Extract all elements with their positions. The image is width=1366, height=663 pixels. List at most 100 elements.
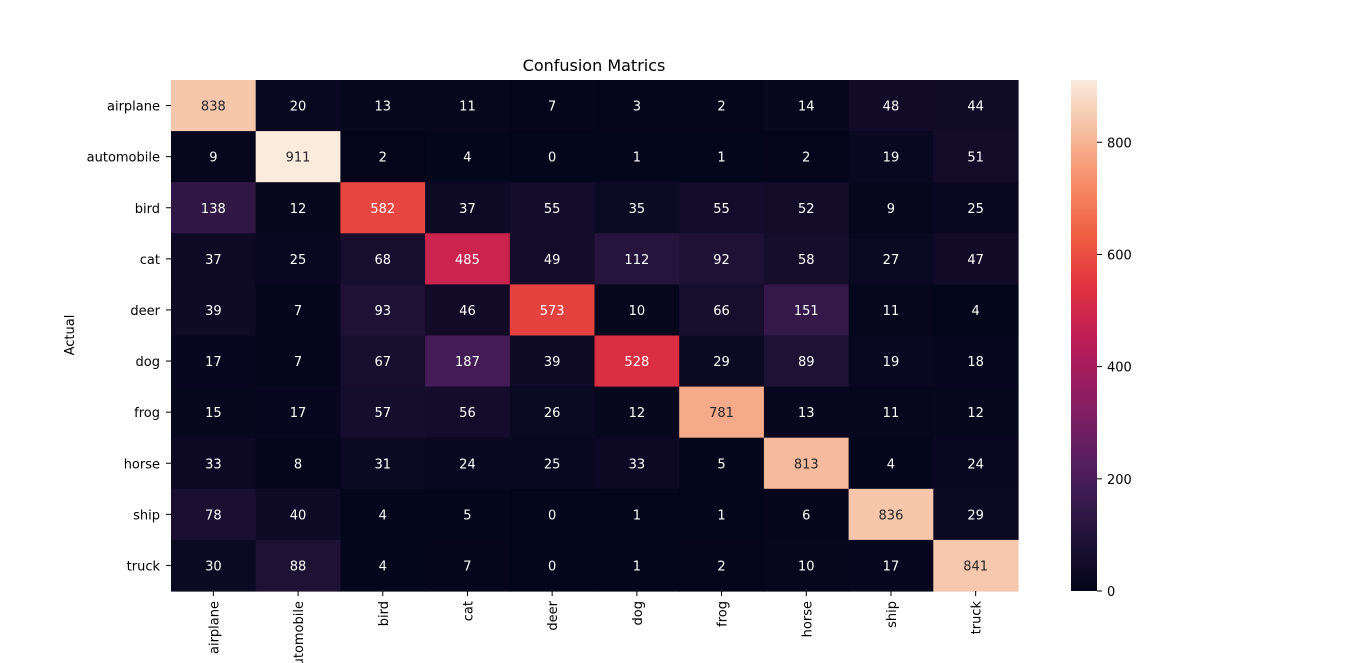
heatmap-cell xyxy=(679,539,765,592)
cell-value-label: 57 xyxy=(374,406,391,421)
heatmap-cell xyxy=(763,233,850,285)
heatmap-cell xyxy=(509,182,596,234)
heatmap-cell xyxy=(933,335,1019,388)
cell-value-label: 10 xyxy=(629,304,646,319)
cell-value-label: 187 xyxy=(455,355,480,370)
cell-value-label: 7 xyxy=(463,559,471,574)
cell-value-label: 35 xyxy=(629,202,646,217)
cell-value-label: 1 xyxy=(717,508,725,523)
cell-value-label: 10 xyxy=(798,559,815,574)
cell-value-label: 4 xyxy=(972,304,980,319)
cell-value-label: 9 xyxy=(887,202,895,217)
cell-value-label: 25 xyxy=(967,202,984,217)
heatmap-cell xyxy=(848,386,934,439)
cell-value-label: 8 xyxy=(294,457,302,472)
cell-value-label: 48 xyxy=(883,100,900,115)
heatmap-cell xyxy=(255,284,341,337)
heatmap-cell xyxy=(763,437,850,490)
heatmap-cell xyxy=(763,335,850,388)
heatmap-cell xyxy=(509,335,596,388)
cell-value-label: 24 xyxy=(967,457,984,472)
heatmap-cell xyxy=(255,233,341,285)
heatmap-cell xyxy=(933,539,1019,592)
heatmap-cell xyxy=(594,182,680,234)
cell-value-label: 29 xyxy=(967,508,984,523)
cell-value-label: 13 xyxy=(798,406,815,421)
cell-value-label: 2 xyxy=(717,559,725,574)
cell-value-label: 838 xyxy=(201,100,226,115)
cell-value-label: 33 xyxy=(205,457,222,472)
heatmap-cell xyxy=(848,437,934,490)
heatmap-cell xyxy=(679,284,765,337)
heatmap-cell xyxy=(679,80,765,132)
heatmap-cell xyxy=(171,437,257,490)
colorbar-tick-label: 400 xyxy=(1107,361,1132,376)
cell-value-label: 78 xyxy=(205,508,222,523)
heatmap-cell xyxy=(679,488,765,541)
heatmap-cell xyxy=(255,386,341,439)
heatmap-cell xyxy=(425,539,511,592)
heatmap-cell xyxy=(594,386,680,439)
heatmap-cell xyxy=(171,488,257,541)
cell-value-label: 911 xyxy=(286,151,311,166)
heatmap-cell xyxy=(848,335,934,388)
heatmap-cell xyxy=(255,182,341,234)
heatmap-cell xyxy=(425,182,511,234)
cell-value-label: 0 xyxy=(548,559,556,574)
heatmap-cell xyxy=(340,335,426,388)
heatmap-cell xyxy=(340,539,426,592)
cell-value-label: 4 xyxy=(379,559,387,574)
heatmap-cell xyxy=(933,284,1019,337)
heatmap-cell xyxy=(933,182,1019,234)
heatmap-cell xyxy=(340,182,426,234)
cell-value-label: 46 xyxy=(459,304,476,319)
heatmap-cell xyxy=(340,284,426,337)
cell-value-label: 1 xyxy=(633,559,641,574)
cell-value-label: 29 xyxy=(713,355,730,370)
cell-value-label: 55 xyxy=(544,202,561,217)
cell-value-label: 151 xyxy=(794,304,819,319)
chart-title: Confusion Matrics xyxy=(523,56,666,75)
heatmap-cell xyxy=(425,335,511,388)
cell-value-label: 2 xyxy=(717,100,725,115)
y-tick-label: bird xyxy=(135,202,160,217)
cell-value-label: 92 xyxy=(713,253,730,268)
colorbar: 0 200 400 600 800 xyxy=(1071,80,1132,600)
heatmap-cell xyxy=(763,80,850,132)
heatmap-cell xyxy=(255,488,341,541)
cell-value-label: 25 xyxy=(544,457,561,472)
cell-value-label: 88 xyxy=(290,559,307,574)
cell-value-label: 12 xyxy=(629,406,646,421)
cell-value-label: 55 xyxy=(713,202,730,217)
heatmap-cell xyxy=(340,80,426,132)
heatmap-cell xyxy=(763,182,850,234)
x-tick-label: frog xyxy=(716,601,731,627)
heatmap-cell xyxy=(255,131,341,183)
cell-value-label: 7 xyxy=(548,100,556,115)
cell-value-label: 14 xyxy=(798,100,815,115)
heatmap-cell xyxy=(848,131,934,183)
cell-value-label: 4 xyxy=(379,508,387,523)
cell-value-label: 37 xyxy=(205,253,222,268)
cell-value-label: 12 xyxy=(290,202,307,217)
cell-value-label: 4 xyxy=(887,457,895,472)
cell-value-label: 30 xyxy=(205,559,222,574)
cell-value-label: 841 xyxy=(963,559,988,574)
heatmap-cell xyxy=(509,233,596,285)
colorbar-gradient xyxy=(1071,80,1097,591)
heatmap-cell xyxy=(933,233,1019,285)
cell-value-label: 18 xyxy=(967,355,984,370)
cell-value-label: 26 xyxy=(544,406,561,421)
heatmap-cell xyxy=(171,335,257,388)
cell-value-label: 66 xyxy=(713,304,730,319)
cell-value-label: 37 xyxy=(459,202,476,217)
colorbar-tick-label: 0 xyxy=(1107,585,1115,600)
heatmap-cell xyxy=(848,182,934,234)
cell-value-label: 138 xyxy=(201,202,226,217)
cell-value-label: 31 xyxy=(374,457,391,472)
cell-value-label: 47 xyxy=(967,253,984,268)
cell-value-label: 7 xyxy=(294,355,302,370)
heatmap-cell xyxy=(679,335,765,388)
cell-value-label: 93 xyxy=(374,304,391,319)
cell-value-label: 20 xyxy=(290,100,307,115)
